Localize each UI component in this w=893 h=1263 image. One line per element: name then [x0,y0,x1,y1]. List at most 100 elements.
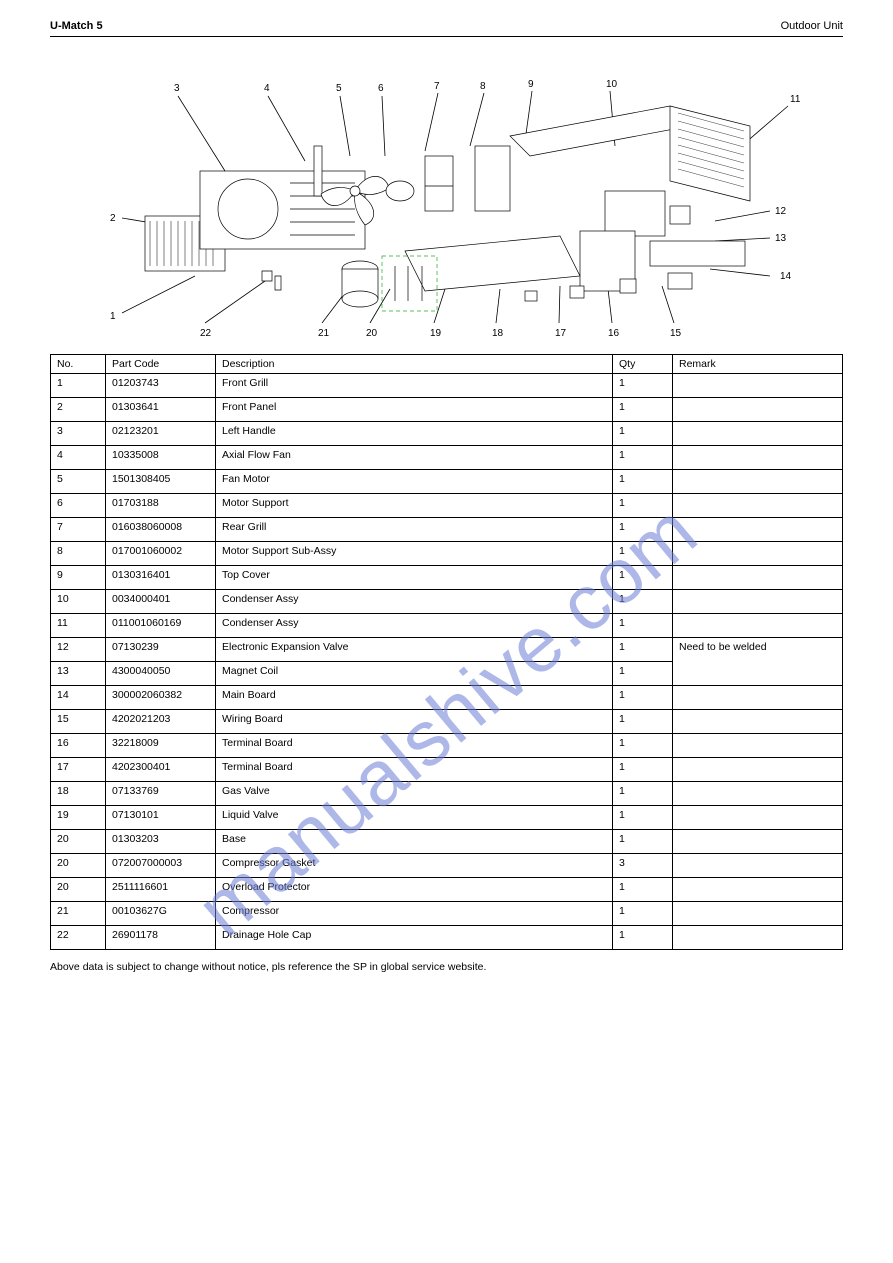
cell: 02123201 [106,422,216,446]
cell: 26901178 [106,926,216,950]
cell: 12 [51,638,106,662]
callout-label: 7 [434,81,440,92]
cell: 1 [613,590,673,614]
table-row: 51501308405Fan Motor1 [51,470,843,494]
table-row: 1907130101Liquid Valve1 [51,806,843,830]
cell: 1 [613,878,673,902]
table-row: 410335008Axial Flow Fan1 [51,446,843,470]
table-row: 90130316401Top Cover1 [51,566,843,590]
cell-remark [673,806,843,830]
callout-label: 13 [775,233,786,244]
cell: 300002060382 [106,686,216,710]
table-row: 1807133769Gas Valve1 [51,782,843,806]
cell: 07133769 [106,782,216,806]
cell: 1 [613,710,673,734]
unit-type: Outdoor Unit [781,20,843,32]
cell: Front Grill [216,374,613,398]
cell: 1 [613,422,673,446]
footer-note: Above data is subject to change without … [50,960,843,975]
cell: 1 [613,446,673,470]
product-name: U-Match 5 [50,20,103,32]
callout-label: 10 [606,79,617,90]
callout-label: 16 [608,328,619,339]
callout-label: 6 [378,83,384,94]
cell: 1 [613,662,673,686]
callout-label: 15 [670,328,681,339]
cell: Left Handle [216,422,613,446]
cell: 1 [613,686,673,710]
table-row: 14300002060382Main Board1 [51,686,843,710]
cell: 20 [51,854,106,878]
cell: Drainage Hole Cap [216,926,613,950]
cell: 13 [51,662,106,686]
cell: 32218009 [106,734,216,758]
cell-remark [673,398,843,422]
cell: Base [216,830,613,854]
cell: 15 [51,710,106,734]
callout-label: 12 [775,206,786,217]
callout-label: 22 [200,328,211,339]
cell: 4 [51,446,106,470]
cell: Motor Support [216,494,613,518]
cell: Overload Protector [216,878,613,902]
cell: Magnet Coil [216,662,613,686]
cell: 017001060002 [106,542,216,566]
cell: 4202021203 [106,710,216,734]
cell: Front Panel [216,398,613,422]
cell: 1 [613,734,673,758]
callout-label: 14 [780,271,791,282]
cell: 1 [613,518,673,542]
cell: 8 [51,542,106,566]
callout-label: 17 [555,328,566,339]
cell-remark [673,710,843,734]
callout-label: 9 [528,79,534,90]
cell: Terminal Board [216,734,613,758]
cell: Compressor [216,902,613,926]
cell: 6 [51,494,106,518]
table-row: 7016038060008Rear Grill1 [51,518,843,542]
callout-label: 18 [492,328,503,339]
cell: 1 [613,830,673,854]
parts-table: No. Part Code Description Qty Remark 101… [50,354,843,950]
cell: 016038060008 [106,518,216,542]
cell: 01303641 [106,398,216,422]
cell-remark [673,614,843,638]
cell: 11 [51,614,106,638]
cell: Liquid Valve [216,806,613,830]
col-desc: Description [216,355,613,374]
callout-label: 8 [480,81,486,92]
cell-remark [673,590,843,614]
table-row: 2100103627GCompressor1 [51,902,843,926]
cell: Rear Grill [216,518,613,542]
cell-remark [673,494,843,518]
cell-remark [673,854,843,878]
cell: 1 [613,398,673,422]
callout-label: 11 [790,94,800,105]
cell: 1 [613,614,673,638]
cell-remark [673,374,843,398]
col-qty: Qty [613,355,673,374]
cell: 10335008 [106,446,216,470]
cell-remark [673,470,843,494]
cell: Condenser Assy [216,590,613,614]
cell: 10 [51,590,106,614]
col-part: Part Code [106,355,216,374]
cell: 072007000003 [106,854,216,878]
col-rem: Remark [673,355,843,374]
callout-label: 5 [336,83,342,94]
table-row: 11011001060169Condenser Assy1 [51,614,843,638]
cell: 1 [613,374,673,398]
cell: 1501308405 [106,470,216,494]
table-row: 101203743Front Grill1 [51,374,843,398]
cell: 07130239 [106,638,216,662]
cell: 1 [613,758,673,782]
cell: Motor Support Sub-Assy [216,542,613,566]
cell: 1 [613,926,673,950]
cell-remark [673,902,843,926]
cell: 5 [51,470,106,494]
cell-remark [673,758,843,782]
cell-remark [673,878,843,902]
cell: 1 [613,542,673,566]
table-row: 601703188Motor Support1 [51,494,843,518]
cell: 1 [613,782,673,806]
